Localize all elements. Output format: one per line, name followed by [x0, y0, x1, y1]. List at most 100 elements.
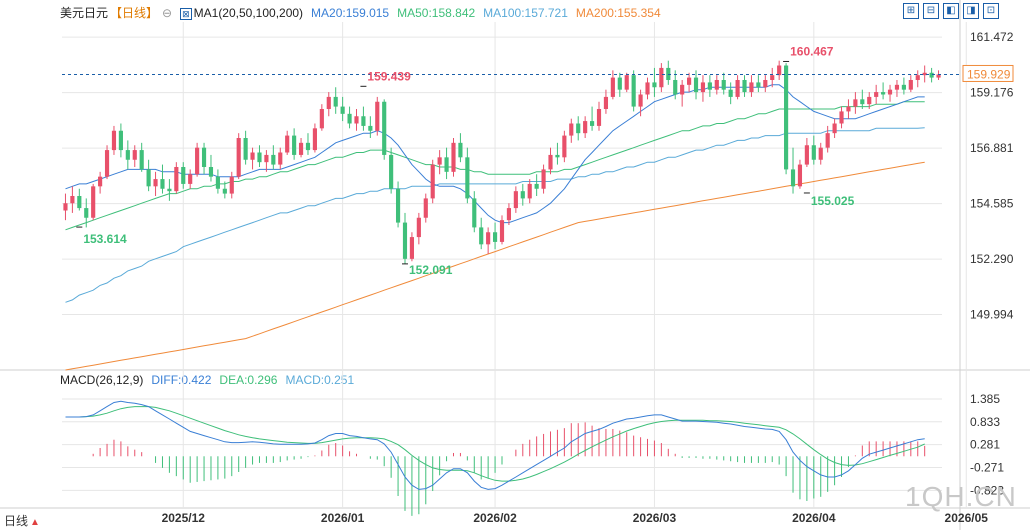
candle-body — [922, 72, 927, 76]
candle-body — [91, 186, 96, 218]
candle-body — [395, 188, 401, 223]
candle-body — [638, 94, 643, 107]
time-tick-label: 2026/05 — [945, 511, 989, 525]
candle-body — [319, 109, 324, 129]
candle-body — [687, 77, 692, 85]
candle-body — [486, 232, 491, 245]
move-right-icon[interactable]: ◨ — [963, 3, 979, 19]
candle-body — [222, 188, 227, 194]
time-tick-label: 2025/12 — [162, 511, 206, 525]
candle-body — [340, 106, 345, 114]
candle-body — [867, 96, 872, 105]
macd-dea-value: DEA:0.296 — [219, 373, 278, 387]
candle-body — [430, 164, 435, 199]
price-tick-label: 159.176 — [970, 86, 1014, 100]
candle-body — [583, 121, 588, 134]
indicator-icon[interactable]: ⊖ — [162, 6, 173, 20]
candle-body — [576, 123, 581, 134]
candle-body — [590, 121, 595, 126]
candle-body — [167, 188, 172, 192]
candle-body — [153, 179, 158, 187]
candle-body — [832, 123, 837, 134]
settings-icon[interactable]: ⊡ — [983, 3, 999, 19]
candle-body — [472, 198, 477, 228]
extreme-label: 152.091 — [409, 263, 453, 277]
candle-body — [548, 154, 553, 170]
candle-body — [375, 101, 380, 131]
macd-value: MACD:0.251 — [285, 373, 355, 387]
candle-body — [250, 152, 255, 160]
macd-diff-value: DIFF:0.422 — [151, 373, 212, 387]
candle-body — [569, 123, 574, 136]
candle-body — [111, 130, 117, 151]
candle-body — [714, 80, 719, 90]
candle-body — [215, 176, 220, 189]
candle-body — [389, 154, 394, 189]
candle-body — [298, 142, 304, 155]
candle-body — [596, 109, 602, 126]
candle-body — [195, 147, 200, 175]
extreme-label: 159.439 — [367, 69, 411, 83]
macd-label[interactable]: MACD(26,12,9) — [60, 373, 144, 387]
price-tick-label: 154.585 — [970, 197, 1014, 211]
watermark: 1QH.CN — [905, 481, 1017, 512]
candle-body — [423, 198, 428, 218]
candle-body — [756, 82, 761, 88]
candle-body — [499, 220, 505, 242]
candle-body — [797, 164, 803, 187]
move-left-icon[interactable]: ◧ — [943, 3, 959, 19]
period-selector[interactable]: 日线 ▲ — [4, 512, 40, 529]
candle-body — [520, 191, 525, 199]
ma-settings-icon[interactable]: ⊠ — [180, 8, 192, 20]
time-tick-label: 2026/02 — [473, 511, 517, 525]
candle-body — [804, 145, 809, 165]
candle-body — [312, 128, 317, 151]
zoom-out-icon[interactable]: ⊟ — [923, 3, 939, 19]
candle-body — [451, 142, 456, 172]
candle-body — [610, 77, 615, 97]
candle-body — [659, 67, 664, 88]
macd-tick-label: 0.281 — [970, 438, 1000, 452]
candle-body — [347, 113, 352, 124]
candle-body — [278, 152, 283, 165]
candle-body — [673, 80, 678, 95]
candle-body — [825, 133, 830, 148]
candle-body — [908, 80, 913, 90]
price-tick-label: 152.290 — [970, 252, 1014, 266]
period-label[interactable]: 【日线】 — [110, 6, 159, 20]
candle-body — [693, 77, 699, 93]
candle-body — [513, 191, 518, 209]
macd-header: MACD(26,12,9) DIFF:0.422 DEA:0.296 MACD:0.2… — [60, 373, 362, 387]
current-price-tag — [962, 64, 1014, 82]
ma20-value: MA20:159.015 — [311, 6, 390, 20]
ma200-value: MA200:155.354 — [575, 6, 661, 20]
candle-body — [881, 92, 886, 95]
candle-body — [901, 84, 906, 90]
candle-body — [763, 80, 768, 88]
candle-body — [707, 82, 712, 90]
candle-body — [257, 152, 262, 163]
zoom-in-icon[interactable]: ⊞ — [903, 3, 919, 19]
candle-body — [811, 145, 816, 160]
candle-body — [236, 138, 241, 177]
price-tick-label: 161.472 — [970, 30, 1014, 44]
ma-label[interactable]: MA1(20,50,100,200) — [193, 6, 304, 20]
candle-body — [742, 80, 747, 93]
ma50-value: MA50:158.842 — [397, 6, 476, 20]
candle-body — [894, 84, 900, 90]
candle-body — [700, 82, 706, 93]
candle-body — [125, 150, 130, 160]
candle-body — [132, 150, 137, 160]
period-selector-label: 日线 — [4, 514, 29, 528]
macd-tick-label: -0.823 — [970, 483, 1004, 497]
candle-body — [541, 169, 546, 189]
candle-body — [603, 96, 609, 109]
ma100-value: MA100:157.721 — [483, 6, 568, 20]
candle-body — [534, 183, 539, 189]
candle-body — [416, 217, 421, 238]
candle-body — [208, 167, 214, 177]
candle-body — [936, 74, 941, 78]
price-tick-label: 156.881 — [970, 141, 1014, 155]
candle-body — [506, 208, 512, 221]
